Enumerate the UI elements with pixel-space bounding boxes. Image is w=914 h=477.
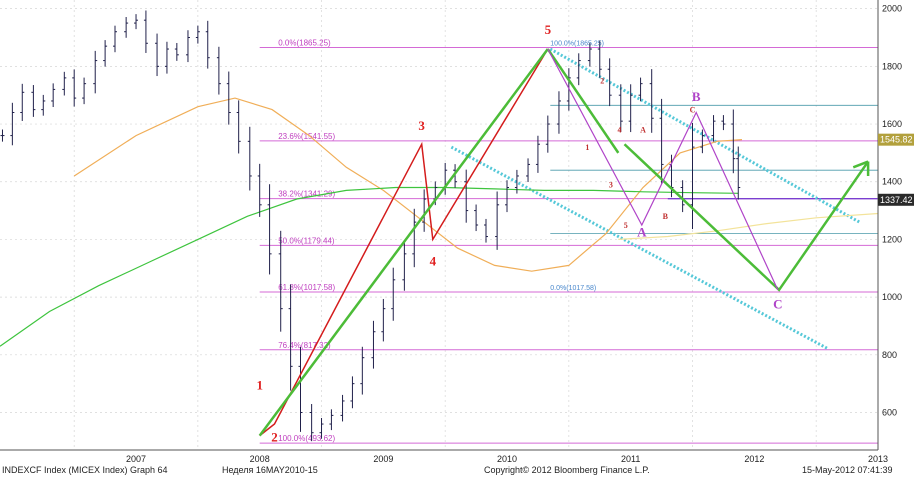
wave-label: 1 <box>256 377 263 392</box>
wave-label: C <box>773 297 782 312</box>
green-arrow-head <box>852 160 870 176</box>
elliott-impulse-line <box>259 48 549 437</box>
wave-label: 1 <box>585 143 589 152</box>
price-flag-label: 1337.42 <box>880 195 913 205</box>
fib-level-label: 76.4%(817.32) <box>278 341 331 350</box>
y-tick-label: 800 <box>882 350 897 360</box>
moving-average-line <box>618 212 879 240</box>
green-trend-line <box>258 48 549 437</box>
x-tick-label: 2007 <box>126 454 146 464</box>
footer-security: INDEXCF Index (MICEX Index) Graph 64 <box>2 465 168 475</box>
fibonacci-levels: 0.0%(1865.25) 23.6%(1541.55) 38.2%(1341.29… <box>259 39 878 444</box>
wave-label: 3 <box>609 181 613 190</box>
green-trend-line <box>546 48 620 154</box>
price-flag-label: 1545.82 <box>880 135 913 145</box>
x-tick-label: 2012 <box>744 454 764 464</box>
fib-level-label: 23.6%(1541.55) <box>278 132 335 141</box>
y-tick-label: 1200 <box>882 234 902 244</box>
wave-label: 4 <box>618 126 622 135</box>
x-tick-label: 2008 <box>250 454 270 464</box>
channel-upper <box>549 47 861 224</box>
x-tick-label: 2013 <box>868 454 888 464</box>
fib-level-label: 61.8%(1017.58) <box>278 283 335 292</box>
footer-period: Неделя 16MAY2010-15 <box>222 465 318 475</box>
y-tick-label: 1000 <box>882 292 902 302</box>
price-series <box>0 10 879 442</box>
micex-chart: 0.0%(1865.25) 23.6%(1541.55) 38.2%(1341.29… <box>0 0 914 464</box>
footer-timestamp: 15-May-2012 07:41:39 <box>802 465 893 475</box>
footer: INDEXCF Index (MICEX Index) Graph 64 Нед… <box>0 464 914 477</box>
wave-label: A <box>640 126 646 135</box>
wave-label: 3 <box>418 118 425 133</box>
fib-level-label: 38.2%(1341.29) <box>278 190 335 199</box>
wave-label: C <box>690 106 696 115</box>
purple-correction-line <box>547 48 779 291</box>
fib-level-label: 50.0%(1179.44) <box>278 236 335 245</box>
fib-right-label: 100.0%(1865.25) <box>550 41 604 48</box>
y-tick-label: 1600 <box>882 119 902 129</box>
wave-label: 4 <box>430 253 437 268</box>
wave-label: B <box>692 89 701 104</box>
fib-level-label: 100.0%(493.62) <box>278 434 335 443</box>
x-tick-label: 2011 <box>621 454 640 464</box>
y-tick-label: 2000 <box>882 4 902 14</box>
trend-channels <box>450 47 861 351</box>
x-tick-label: 2010 <box>497 454 517 464</box>
green-forecast-line <box>623 143 870 292</box>
price-flag <box>878 193 914 206</box>
wave-label: 5 <box>624 221 628 230</box>
price-flag <box>878 133 914 146</box>
y-tick-label: 1400 <box>882 177 902 187</box>
wave-label: 5 <box>545 22 552 37</box>
fib-right-label: 0.0%(1017.58) <box>550 285 596 292</box>
moving-average-line <box>0 186 739 347</box>
fib-level-label: 0.0%(1865.25) <box>278 39 331 48</box>
y-tick-label: 1800 <box>882 61 902 71</box>
y-tick-label: 600 <box>882 408 897 418</box>
wave-label: 2 <box>600 77 604 86</box>
footer-copyright: Copyright© 2012 Bloomberg Finance L.P. <box>484 465 650 475</box>
wave-lines <box>258 48 870 437</box>
wave-label: B <box>663 212 669 221</box>
plot-area <box>0 0 878 464</box>
wave-label: A <box>637 225 647 240</box>
channel-lower <box>450 145 830 351</box>
x-tick-label: 2009 <box>373 454 393 464</box>
wave-label: 2 <box>271 429 278 444</box>
